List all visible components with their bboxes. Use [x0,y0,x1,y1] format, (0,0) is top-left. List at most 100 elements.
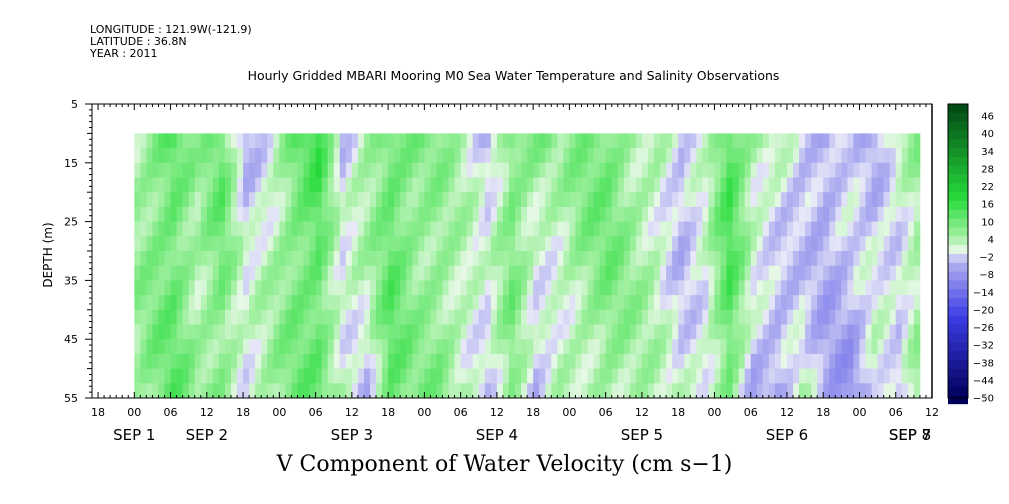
heatmap-cell [768,324,776,340]
heatmap-cell [424,251,431,267]
heatmap-cell [750,309,758,325]
heatmap-cell [249,206,256,222]
heatmap-cell [285,265,292,281]
heatmap-cell [194,162,202,178]
heatmap-cell [889,309,897,325]
heatmap-cell [303,339,310,355]
heatmap-cell [442,339,449,355]
heatmap-cell [557,309,564,325]
heatmap-cell [394,236,401,252]
heatmap-cell [569,324,576,340]
heatmap-cell [811,368,818,384]
heatmap-cell [593,162,601,178]
heatmap-cell [913,221,921,237]
heatmap-cell [847,251,854,267]
heatmap-cell [448,368,455,384]
heatmap-cell [714,383,721,399]
heatmap-cell [660,221,667,237]
heatmap-cell [230,339,238,355]
heatmap-cell [188,280,196,296]
heatmap-cell [521,221,528,237]
heatmap-cell [841,383,848,399]
heatmap-cell [424,133,431,149]
heatmap-cell [696,206,703,222]
x-tick-label: 12 [200,406,214,419]
heatmap-cell [363,162,371,178]
heatmap-cell [351,221,359,237]
heatmap-cell [690,339,697,355]
heatmap-cell [400,133,407,149]
heatmap-cell [146,383,153,399]
y-axis-label: DEPTH (m) [41,222,55,287]
heatmap-cell [768,265,776,281]
heatmap-cell [853,221,860,237]
heatmap-cell [805,221,812,237]
heatmap-cell [569,221,576,237]
heatmap-cell [521,309,528,325]
heatmap-cell [799,295,806,311]
heatmap-cell [720,368,727,384]
heatmap-cell [557,251,564,267]
heatmap-cell [786,265,794,281]
heatmap-cell [436,339,443,355]
heatmap-cell [569,177,576,193]
heatmap-cell [418,368,425,384]
heatmap-cell [255,265,262,281]
heatmap-cell [430,133,437,149]
heatmap-cell [859,177,866,193]
heatmap-cell [309,383,316,399]
heatmap-cell [255,368,262,384]
heatmap-cell [629,162,637,178]
heatmap-cell [243,251,250,267]
heatmap-cell [134,206,141,222]
heatmap-cell [164,221,171,237]
heatmap-cell [702,324,709,340]
heatmap-cell [478,236,486,252]
heatmap-cell [696,368,703,384]
heatmap-cell [206,265,214,281]
heatmap-cell [817,236,824,252]
heatmap-cell [345,177,353,193]
heatmap-cell [176,206,184,222]
colorbar-swatch [948,386,968,396]
heatmap-cell [859,221,866,237]
heatmap-cell [496,177,504,193]
heatmap-cell [539,133,546,149]
heatmap-cell [454,324,462,340]
heatmap-cell [412,353,419,369]
heatmap-cell [545,368,552,384]
heatmap-cell [382,295,389,311]
heatmap-cell [527,192,534,208]
heatmap-cell [539,192,546,208]
heatmap-cell [533,353,540,369]
heatmap-cell [563,383,570,399]
heatmap-cell [134,280,141,296]
y-tick-label: 15 [64,157,78,170]
heatmap-cell [357,324,365,340]
heatmap-cell [303,309,310,325]
heatmap-cell [629,177,637,193]
heatmap-cell [442,148,449,164]
heatmap-cell [218,162,226,178]
heatmap-cell [907,192,915,208]
heatmap-cell [799,162,806,178]
heatmap-cell [224,295,232,311]
heatmap-cell [279,162,286,178]
heatmap-cell [811,192,818,208]
heatmap-cell [871,251,879,267]
heatmap-cell [237,295,244,311]
heatmap-cell [732,236,740,252]
heatmap-cell [901,353,909,369]
heatmap-cell [194,368,202,384]
heatmap-cell [400,383,407,399]
heatmap-cell [297,295,304,311]
heatmap-cell [206,280,214,296]
heatmap-cell [672,324,679,340]
heatmap-cell [678,309,685,325]
heatmap-cell [400,324,407,340]
heatmap-cell [357,383,365,399]
heatmap-cell [182,206,190,222]
heatmap-cell [255,339,262,355]
heatmap-cell [635,383,643,399]
heatmap-cell [617,280,625,296]
